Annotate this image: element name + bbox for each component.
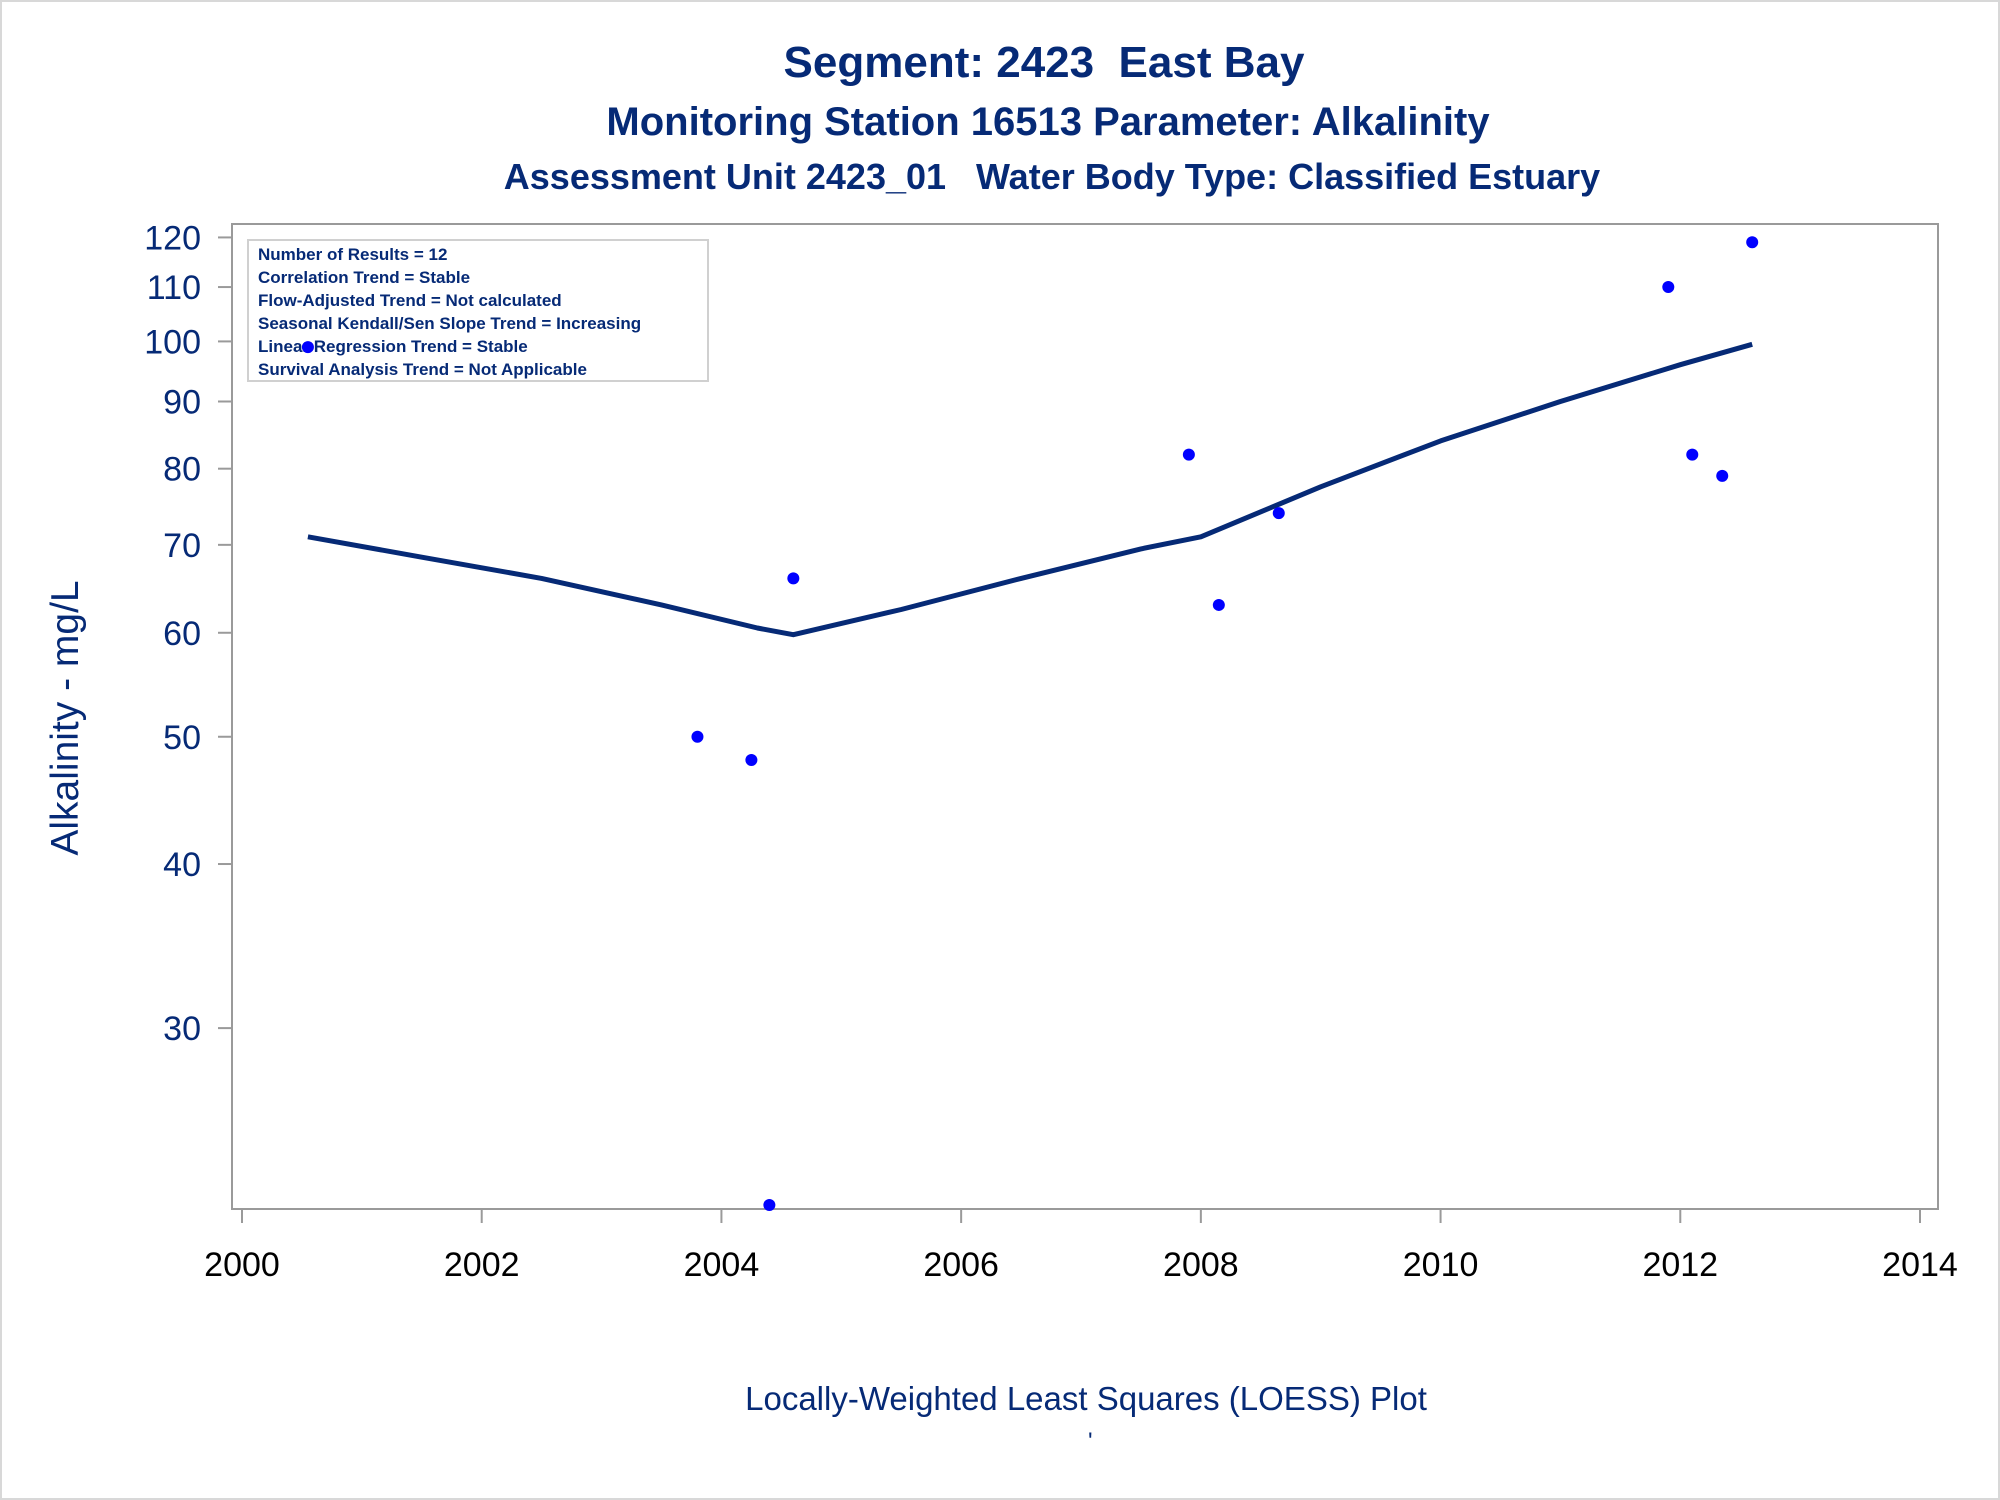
x-axis: 2000 2002 2004 2006 2008 2010 2012 2014 (204, 1209, 1958, 1284)
data-point (787, 572, 800, 585)
stats-annotation-box: Number of Results = 12 Correlation Trend … (247, 239, 709, 382)
y-tick-label: 60 (163, 615, 201, 653)
x-tick-label: 2010 (1403, 1246, 1479, 1284)
data-point (763, 1199, 776, 1211)
data-point (1182, 448, 1195, 461)
data-point (1746, 236, 1759, 249)
x-tick-label: 2008 (1163, 1246, 1239, 1284)
data-point (301, 341, 314, 354)
y-tick-label: 110 (147, 269, 201, 307)
y-tick-label: 120 (144, 219, 201, 257)
annotation-line: Linear Regression Trend = Stable (258, 337, 528, 356)
x-tick-label: 2004 (684, 1246, 760, 1284)
footnote-mark: ' (1088, 1428, 1093, 1455)
annotation-line: Number of Results = 12 (258, 245, 447, 264)
y-tick-label: 40 (163, 846, 201, 884)
chart-subtitle-2: Assessment Unit 2423_01 Water Body Type:… (503, 156, 1601, 197)
chart-footnote: Locally-Weighted Least Squares (LOESS) P… (745, 1380, 1427, 1417)
data-point (1716, 469, 1729, 482)
data-point (745, 754, 758, 767)
y-axis: 30 40 50 60 70 80 90 100 110 120 (144, 219, 232, 1048)
data-point (1212, 598, 1225, 611)
loess-fit-line (307, 341, 1753, 638)
annotation-line: Seasonal Kendall/Sen Slope Trend = Incre… (258, 314, 641, 333)
x-tick-label: 2000 (204, 1246, 280, 1284)
chart-title: Segment: 2423 East Bay (783, 38, 1305, 87)
annotation-line: Flow-Adjusted Trend = Not calculated (258, 291, 562, 310)
y-tick-label: 30 (163, 1010, 201, 1048)
data-point (1662, 281, 1675, 294)
data-point (1686, 448, 1699, 461)
x-tick-label: 2012 (1642, 1246, 1718, 1284)
y-tick-label: 90 (163, 384, 201, 422)
x-tick-label: 2014 (1882, 1246, 1958, 1284)
chart-subtitle: Monitoring Station 16513 Parameter: Alka… (606, 100, 1490, 144)
y-tick-label: 80 (163, 451, 201, 489)
data-point (691, 730, 704, 743)
annotation-line: Correlation Trend = Stable (258, 268, 470, 287)
data-points (301, 236, 1759, 1211)
y-tick-label: 70 (163, 527, 201, 565)
plot-area (231, 223, 1939, 1210)
x-tick-label: 2002 (444, 1246, 520, 1284)
y-axis-label: Alkalinity - mg/L (44, 580, 87, 855)
data-point (1272, 507, 1285, 520)
y-tick-label: 100 (144, 323, 201, 361)
annotation-line: Survival Analysis Trend = Not Applicable (258, 360, 587, 379)
y-tick-label: 50 (163, 719, 201, 757)
x-tick-label: 2006 (923, 1246, 999, 1284)
